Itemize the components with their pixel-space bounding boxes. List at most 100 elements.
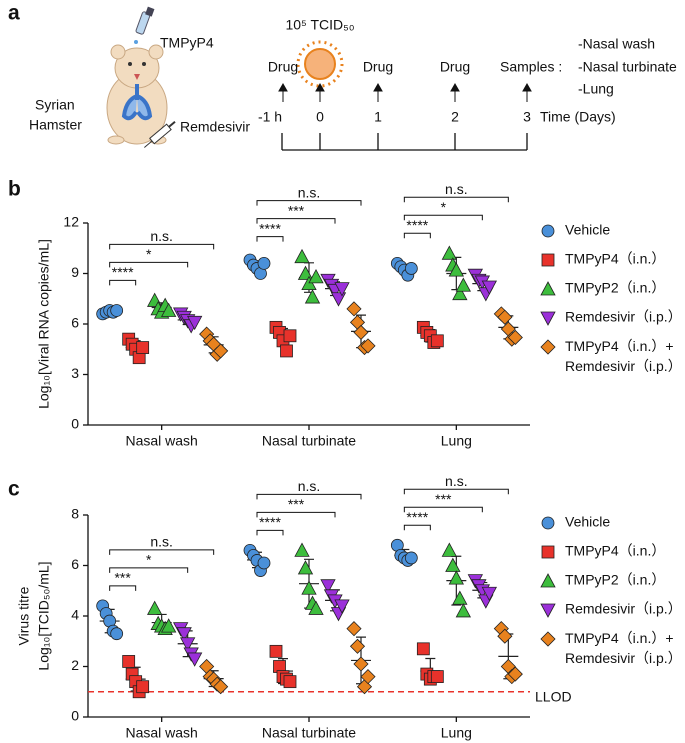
data-point	[297, 265, 314, 280]
data-point	[294, 542, 310, 557]
legend-entry: Remdesivir（i.p.）	[565, 601, 682, 617]
data-point	[334, 599, 350, 614]
data-point	[283, 329, 297, 343]
data-point	[110, 304, 124, 317]
significance-label: ***	[288, 496, 305, 512]
data-point	[280, 344, 293, 358]
data-point	[455, 603, 472, 618]
data-point	[186, 652, 203, 667]
data-point	[481, 586, 498, 602]
legend-marker	[541, 224, 555, 238]
significance-label: n.s.	[298, 478, 321, 494]
data-point	[455, 277, 472, 292]
significance-bracket	[256, 200, 362, 206]
injection-label: Remdesivir	[180, 119, 250, 135]
significance-label: n.s.	[150, 228, 173, 244]
data-point	[160, 302, 177, 317]
data-point	[122, 655, 136, 668]
data-point	[269, 644, 283, 658]
panel-a: a TMPyP4 Syrian Hamster	[8, 2, 677, 151]
legend-entry: Remdesivir（i.p.）	[565, 309, 682, 325]
data-point	[213, 679, 229, 695]
data-point	[441, 245, 458, 260]
x-tick-label: Lung	[441, 725, 472, 741]
drug-label: TMPyP4	[160, 35, 214, 51]
data-point	[160, 618, 177, 633]
inoculum-label: 10⁵ TCID₅₀	[285, 17, 354, 33]
data-point	[448, 570, 465, 585]
data-point	[308, 600, 324, 615]
data-point	[308, 269, 324, 284]
timepoint: -1 h	[258, 109, 282, 125]
significance-label: *	[441, 199, 447, 215]
y-axis-label: Log₁₀[Viral RNA copies/mL]	[36, 239, 52, 409]
legend-marker	[540, 281, 556, 296]
data-point	[452, 590, 468, 605]
data-point	[110, 627, 124, 641]
significance-label: n.s.	[298, 184, 321, 200]
data-point	[404, 262, 418, 275]
significance-label: ****	[259, 514, 281, 530]
sample-item: -Nasal wash	[578, 36, 655, 52]
event-label: Drug	[440, 59, 470, 75]
y-tick-label: 12	[63, 214, 79, 230]
data-point	[346, 301, 362, 317]
significance-label: ****	[259, 220, 281, 236]
x-tick-label: Nasal turbinate	[262, 433, 356, 449]
legend-marker	[540, 603, 556, 618]
y-tick-label: 8	[71, 506, 79, 522]
data-point	[257, 256, 271, 270]
data-point	[349, 638, 366, 654]
timepoint: 0	[316, 109, 324, 125]
significance-label: ****	[406, 509, 428, 525]
legend-entry: TMPyP4（i.n.）+ Remdesivir（i.p.）	[565, 338, 682, 374]
panel-letter: c	[8, 478, 20, 501]
y-tick-label: 6	[71, 315, 79, 331]
legend-entry: Vehicle	[565, 222, 610, 238]
significance-bracket	[256, 529, 284, 536]
animal-label: Hamster	[29, 117, 82, 133]
data-point	[481, 280, 498, 295]
significance-bracket	[403, 196, 509, 203]
y-tick-label: 2	[71, 657, 79, 673]
data-point	[213, 343, 229, 359]
panel-letter: a	[8, 2, 20, 25]
data-point	[441, 542, 458, 557]
data-point	[360, 338, 376, 354]
y-tick-label: 6	[71, 556, 79, 572]
legend-marker	[541, 516, 555, 530]
legend-marker	[541, 253, 555, 267]
significance-bracket	[256, 493, 362, 500]
data-point	[146, 600, 163, 615]
timepoint: 3	[523, 109, 531, 125]
timepoint: 1	[374, 109, 382, 125]
significance-bracket	[109, 585, 137, 591]
y-axis-label: Virus titre	[16, 586, 32, 645]
legend-entry: TMPyP4（i.n.）+ Remdesivir（i.p.）	[565, 630, 682, 666]
significance-label: n.s.	[445, 473, 468, 489]
data-point	[430, 334, 444, 348]
timeline	[281, 133, 528, 151]
y-tick-label: 0	[71, 708, 79, 724]
legend-marker	[540, 311, 556, 326]
significance-bracket	[109, 243, 215, 250]
significance-label: n.s.	[445, 181, 468, 197]
significance-bracket	[256, 218, 336, 224]
x-tick-label: Nasal wash	[125, 433, 197, 449]
significance-label: ***	[435, 491, 452, 507]
y-tick-label: 3	[71, 365, 79, 381]
significance-bracket	[403, 524, 431, 531]
significance-bracket	[109, 261, 189, 268]
samples-label: Samples :	[500, 59, 562, 75]
data-point	[186, 315, 203, 331]
timepoint: 2	[451, 109, 459, 125]
x-tick-label: Lung	[441, 433, 472, 449]
data-point	[497, 309, 513, 325]
legend-marker	[540, 573, 556, 588]
animal-label: Syrian	[35, 97, 75, 113]
reference-label: LLOD	[535, 688, 572, 704]
data-point	[136, 680, 150, 694]
legend-entry: TMPyP2（i.n.）	[565, 280, 665, 296]
data-point	[179, 637, 196, 652]
